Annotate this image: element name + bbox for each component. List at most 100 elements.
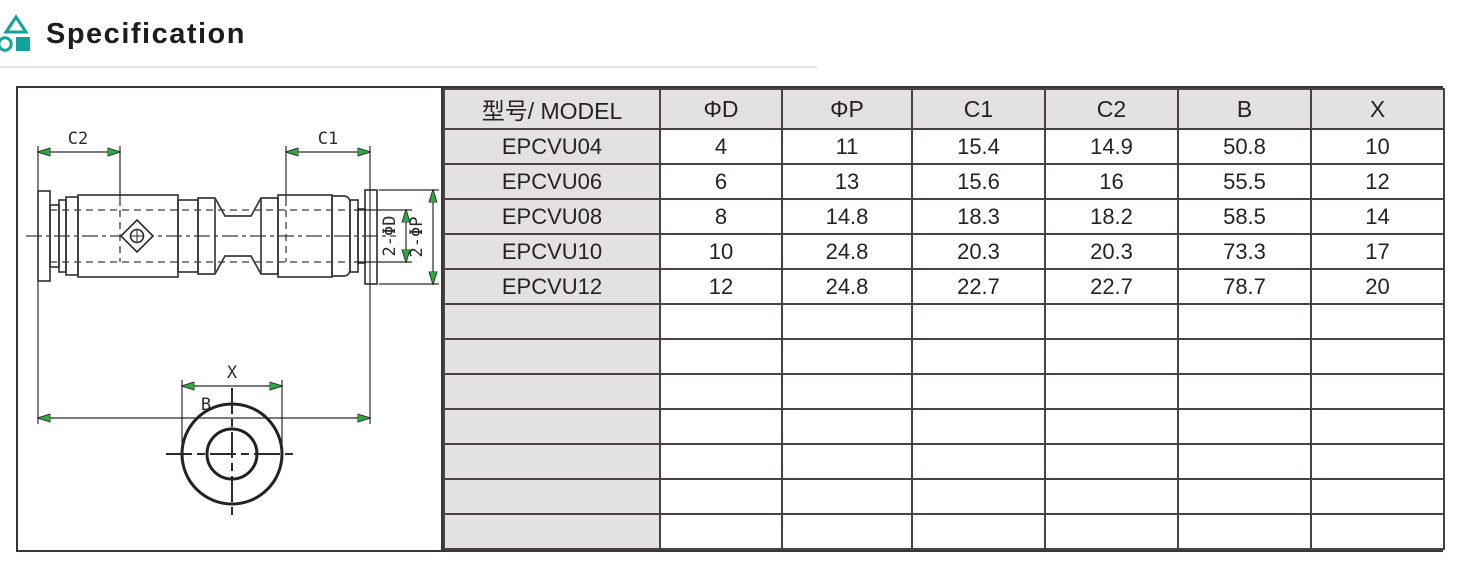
value-cell: 13 xyxy=(781,163,913,200)
value-cell xyxy=(659,513,783,550)
dim-c2 xyxy=(38,146,120,206)
value-cell xyxy=(1177,513,1312,550)
column-header-x: X xyxy=(1310,88,1445,130)
value-cell: 73.3 xyxy=(1177,233,1312,270)
value-cell xyxy=(911,338,1046,375)
value-cell xyxy=(781,443,913,480)
value-cell xyxy=(1044,443,1179,480)
model-cell: EPCVU12 xyxy=(443,268,661,305)
value-cell xyxy=(1044,513,1179,550)
column-header-b: B xyxy=(1177,88,1312,130)
column-header-phid: ΦD xyxy=(659,88,783,130)
value-cell xyxy=(1177,443,1312,480)
dim-2phip xyxy=(379,190,439,284)
value-cell xyxy=(659,443,783,480)
table-row: EPCVU10 10 24.8 20.3 20.3 73.3 17 xyxy=(443,233,1445,270)
value-cell xyxy=(911,478,1046,515)
table-row-empty xyxy=(443,408,1445,445)
value-cell xyxy=(781,373,913,410)
check-valve-symbol xyxy=(119,218,155,254)
value-cell: 24.8 xyxy=(781,233,913,270)
value-cell: 20 xyxy=(1310,268,1445,305)
section-header: Specification xyxy=(0,0,1471,56)
value-cell: 17 xyxy=(1310,233,1445,270)
value-cell xyxy=(1044,303,1179,340)
model-cell xyxy=(443,478,661,515)
header-divider xyxy=(0,66,817,68)
value-cell xyxy=(781,338,913,375)
value-cell: 6 xyxy=(659,163,783,200)
value-cell: 10 xyxy=(659,233,783,270)
model-cell: EPCVU08 xyxy=(443,198,661,235)
value-cell: 58.5 xyxy=(1177,198,1312,235)
dim-label-x: X xyxy=(227,363,238,383)
value-cell xyxy=(659,303,783,340)
value-cell xyxy=(659,338,783,375)
value-cell: 4 xyxy=(659,128,783,165)
value-cell xyxy=(659,478,783,515)
value-cell xyxy=(911,303,1046,340)
dim-label-b: B xyxy=(201,395,211,415)
value-cell: 12 xyxy=(1310,163,1445,200)
dim-label-c2: C2 xyxy=(68,129,88,149)
model-cell: EPCVU10 xyxy=(443,233,661,270)
value-cell: 14.8 xyxy=(781,198,913,235)
fitting-drawing: C2 C1 B 2-ΦD xyxy=(26,129,439,520)
page-title: Specification xyxy=(46,17,246,50)
model-cell xyxy=(443,513,661,550)
value-cell: 20.3 xyxy=(1044,233,1179,270)
value-cell xyxy=(1177,338,1312,375)
column-header-c2: C2 xyxy=(1044,88,1179,130)
column-header-phip: ΦP xyxy=(781,88,913,130)
value-cell xyxy=(1310,443,1445,480)
section-view xyxy=(166,380,298,520)
value-cell xyxy=(1044,478,1179,515)
value-cell xyxy=(1177,408,1312,445)
value-cell: 10 xyxy=(1310,128,1445,165)
spec-table-body: EPCVU04 4 11 15.4 14.9 50.8 10 EPCVU06 6 13 15.6 16… xyxy=(443,128,1445,550)
value-cell: 12 xyxy=(659,268,783,305)
value-cell xyxy=(1177,373,1312,410)
specification-panel: C2 C1 B 2-ΦD xyxy=(16,86,1445,552)
value-cell xyxy=(1310,408,1445,445)
dim-b xyxy=(38,281,370,424)
value-cell xyxy=(659,373,783,410)
table-row: EPCVU04 4 11 15.4 14.9 50.8 10 xyxy=(443,128,1445,165)
model-cell xyxy=(443,303,661,340)
dim-c1 xyxy=(286,146,370,424)
dim-label-c1: C1 xyxy=(318,129,338,149)
model-cell xyxy=(443,408,661,445)
value-cell xyxy=(1310,303,1445,340)
value-cell xyxy=(1044,408,1179,445)
column-header-model: 型号/ MODEL xyxy=(443,88,661,130)
value-cell xyxy=(911,443,1046,480)
model-cell xyxy=(443,443,661,480)
value-cell xyxy=(911,513,1046,550)
value-cell xyxy=(1177,478,1312,515)
table-row-empty xyxy=(443,338,1445,375)
fitting-outline xyxy=(37,189,378,285)
table-row: EPCVU06 6 13 15.6 16 55.5 12 xyxy=(443,163,1445,200)
value-cell: 16 xyxy=(1044,163,1179,200)
value-cell: 22.7 xyxy=(1044,268,1179,305)
table-row-empty xyxy=(443,373,1445,410)
value-cell xyxy=(781,408,913,445)
value-cell: 8 xyxy=(659,198,783,235)
value-cell: 22.7 xyxy=(911,268,1046,305)
model-cell xyxy=(443,338,661,375)
value-cell xyxy=(781,478,913,515)
value-cell: 24.8 xyxy=(781,268,913,305)
value-cell: 20.3 xyxy=(911,233,1046,270)
spec-table: 型号/ MODEL ΦD ΦP C1 C2 B X EPCVU04 4 11 15.4… xyxy=(443,88,1445,550)
value-cell xyxy=(781,513,913,550)
value-cell: 50.8 xyxy=(1177,128,1312,165)
model-cell: EPCVU06 xyxy=(443,163,661,200)
value-cell: 78.7 xyxy=(1177,268,1312,305)
value-cell: 14 xyxy=(1310,198,1445,235)
table-row-empty xyxy=(443,513,1445,550)
value-cell xyxy=(911,408,1046,445)
value-cell: 11 xyxy=(781,128,913,165)
column-header-c1: C1 xyxy=(911,88,1046,130)
value-cell xyxy=(659,408,783,445)
value-cell: 18.3 xyxy=(911,198,1046,235)
